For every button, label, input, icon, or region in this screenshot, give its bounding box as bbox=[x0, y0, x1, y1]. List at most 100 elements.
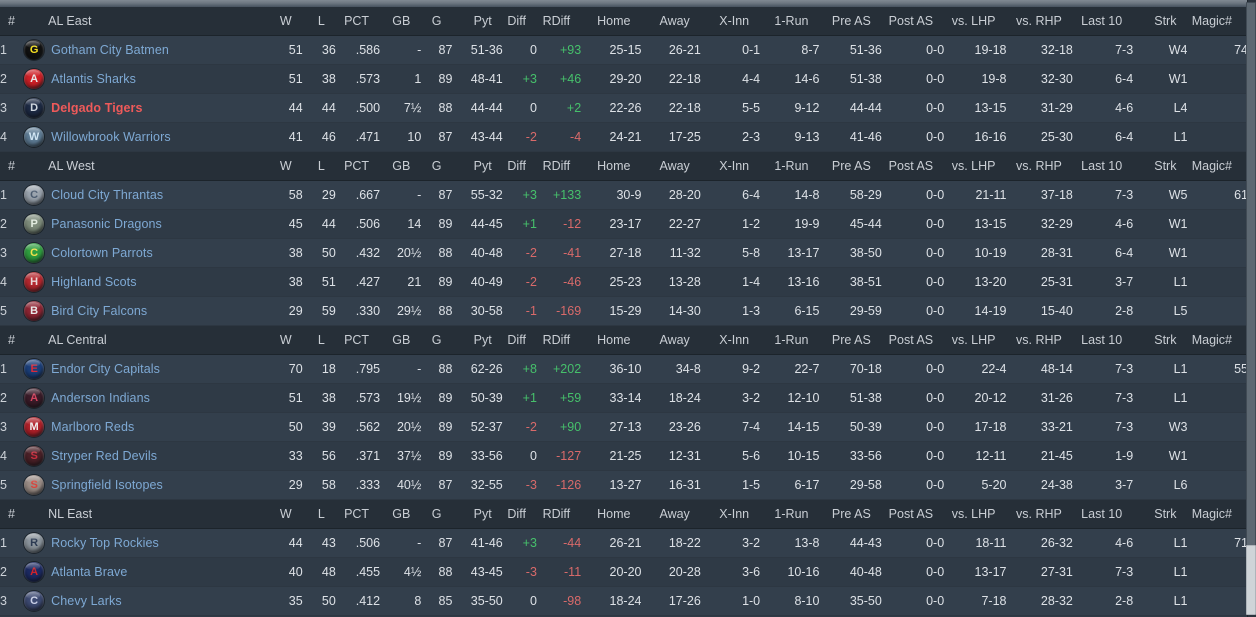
team-logo-mark: C bbox=[30, 247, 39, 259]
team-logo: C bbox=[24, 243, 45, 263]
table-row[interactable]: 3 M Marlboro Reds 50 39.562 20½ 89 52-37 -2 +90 27… bbox=[0, 412, 1248, 442]
vertical-scrollbar-track[interactable] bbox=[1246, 0, 1256, 617]
team-cell[interactable]: C Chevy Larks bbox=[22, 586, 267, 616]
table-row[interactable]: 3 D Delgado Tigers 44 44.500 7½ 88 44-44 0 +2 22-2… bbox=[0, 93, 1248, 123]
table-row[interactable]: 4 W Willowbrook Warriors 41 46.471 10 87 43-44 -… bbox=[0, 122, 1248, 152]
table-row[interactable]: 1 R Rocky Top Rockies 44 43.506-87 41-46 +3 -44… bbox=[0, 528, 1248, 558]
column-header-magic: Magic# bbox=[1187, 500, 1248, 529]
cell-preas: 32-57 bbox=[819, 615, 882, 617]
cell-pyt: 48-41 bbox=[452, 64, 503, 94]
team-cell[interactable]: S Springfield Isotopes bbox=[22, 470, 267, 500]
table-row[interactable]: 1 G Gotham City Batmen 51 36.586-87 51-36 0 +93… bbox=[0, 35, 1248, 65]
table-row[interactable]: 3 C Colortown Parrots 38 50.432 20½ 88 40-48 -2 -… bbox=[0, 238, 1248, 268]
table-row[interactable]: 2 A Anderson Indians 51 38.573 19½ 89 50-39 +1 +5… bbox=[0, 383, 1248, 413]
table-row[interactable]: 1 E Endor City Capitals 70 18.795-88 62-26 +8 +… bbox=[0, 354, 1248, 384]
team-cell[interactable]: W Willowbrook Warriors bbox=[22, 122, 267, 152]
cell-g: 85 bbox=[421, 586, 453, 616]
team-name-link[interactable]: Bird City Falcons bbox=[51, 304, 148, 318]
value-rdiff: -98 bbox=[563, 594, 582, 608]
team-name-link[interactable]: Chevy Larks bbox=[51, 594, 122, 608]
division-table-al-west: # AL West W L PCT GB G Pyt Diff RDiff Home Away X-In… bbox=[0, 152, 1248, 326]
table-row[interactable]: 2 P Panasonic Dragons 45 44.506 14 89 44-45 +1 -1… bbox=[0, 209, 1248, 239]
cell-gb: 7½ bbox=[380, 93, 422, 123]
cell-gb: - bbox=[380, 354, 422, 384]
team-cell[interactable]: P Panasonic Dragons bbox=[22, 209, 267, 239]
cell-strk: L5 bbox=[1133, 296, 1188, 326]
table-row[interactable]: 2 A Atlantis Sharks 51 38.573 1 89 48-41 +3 +46 29… bbox=[0, 64, 1248, 94]
value-rdiff: +59 bbox=[559, 391, 582, 405]
cell-pyt: 43-45 bbox=[452, 557, 503, 587]
team-cell[interactable]: R Rocky Top Rockies bbox=[22, 528, 267, 558]
cell-diff: +8 bbox=[502, 354, 537, 384]
team-logo-mark: P bbox=[30, 218, 38, 230]
team-name-link[interactable]: Panasonic Dragons bbox=[51, 217, 162, 231]
cell-run1: 22-7 bbox=[760, 354, 820, 384]
team-cell[interactable]: M Marlboro Reds bbox=[22, 412, 267, 442]
cell-diff: +3 bbox=[502, 64, 537, 94]
team-name-link[interactable]: Cloud City Thrantas bbox=[51, 188, 164, 202]
team-cell[interactable]: H Highland Scots bbox=[22, 267, 267, 297]
division-header-row: # AL West W L PCT GB G Pyt Diff RDiff Home Away X-In… bbox=[0, 152, 1248, 181]
value-rdiff: -169 bbox=[556, 304, 582, 318]
table-row[interactable]: 2 A Atlanta Brave 40 48.455 4½ 88 43-45 -3 -11 20-… bbox=[0, 557, 1248, 587]
column-header-gb: GB bbox=[380, 7, 422, 36]
team-cell[interactable]: E Endor City Capitals bbox=[22, 354, 267, 384]
team-cell[interactable]: D Delgado Tigers bbox=[22, 93, 267, 123]
column-header-rdiff: RDiff bbox=[536, 7, 582, 36]
team-name-link[interactable]: Atlanta Brave bbox=[51, 565, 128, 579]
team-name-link[interactable]: Gotham City Batmen bbox=[51, 43, 169, 57]
team-name-link[interactable]: Willowbrook Warriors bbox=[51, 130, 171, 144]
cell-magic bbox=[1187, 64, 1248, 94]
table-row[interactable]: 4AAlderaan Royals3257.360138936-53-4-971… bbox=[0, 615, 1248, 617]
team-name-link[interactable]: Springfield Isotopes bbox=[51, 478, 163, 492]
team-name-link[interactable]: Delgado Tigers bbox=[51, 101, 143, 115]
team-logo-mark: H bbox=[30, 276, 39, 288]
table-row[interactable]: 4 H Highland Scots 38 51.427 21 89 40-49 -2 -46 25… bbox=[0, 267, 1248, 297]
team-cell[interactable]: G Gotham City Batmen bbox=[22, 35, 267, 65]
team-name-link[interactable]: Colortown Parrots bbox=[51, 246, 153, 260]
cell-run1: 10-16 bbox=[760, 557, 820, 587]
team-cell[interactable]: C Colortown Parrots bbox=[22, 238, 267, 268]
team-cell[interactable]: S Stryper Red Devils bbox=[22, 441, 267, 471]
cell-xinn: 4-4 bbox=[700, 64, 761, 94]
team-cell[interactable]: B Bird City Falcons bbox=[22, 296, 267, 326]
table-row[interactable]: 4 S Stryper Red Devils 33 56.371 37½ 89 33-56 0-… bbox=[0, 441, 1248, 471]
table-row[interactable]: 5 B Bird City Falcons 29 59.330 29½ 88 30-58 -1 -… bbox=[0, 296, 1248, 326]
cell-pct: .795 bbox=[335, 354, 381, 384]
cell-gb: 4½ bbox=[380, 557, 422, 587]
table-row[interactable]: 3 C Chevy Larks 35 50.412 8 85 35-50 0 -98 18-24 17… bbox=[0, 586, 1248, 616]
team-cell[interactable]: A Atlanta Brave bbox=[22, 557, 267, 587]
team-cell[interactable]: AAlderaan Royals bbox=[22, 615, 267, 617]
cell-run1: 13-17 bbox=[760, 238, 820, 268]
team-name-link[interactable]: Endor City Capitals bbox=[51, 362, 160, 376]
cell-magic bbox=[1187, 470, 1248, 500]
team-name-link[interactable]: Stryper Red Devils bbox=[51, 449, 158, 463]
team-cell[interactable]: A Anderson Indians bbox=[22, 383, 267, 413]
cell-pct: .333 bbox=[335, 470, 381, 500]
cell-strk: L6 bbox=[1133, 470, 1188, 500]
team-cell[interactable]: C Cloud City Thrantas bbox=[22, 180, 267, 210]
cell-w: 58 bbox=[266, 180, 303, 210]
cell-rhp: 31-29 bbox=[1006, 93, 1073, 123]
team-name-link[interactable]: Highland Scots bbox=[51, 275, 137, 289]
cell-lhp: 13-15 bbox=[944, 209, 1007, 239]
cell-pyt: 32-55 bbox=[452, 470, 503, 500]
vertical-scrollbar-thumb[interactable] bbox=[1246, 2, 1256, 564]
column-header-last10: Last 10 bbox=[1072, 152, 1134, 181]
team-name-link[interactable]: Rocky Top Rockies bbox=[51, 536, 159, 550]
vertical-scrollbar-thumb-lower[interactable] bbox=[1246, 545, 1256, 615]
cell-postas: 0-0 bbox=[881, 122, 945, 152]
table-row[interactable]: 5 S Springfield Isotopes 29 58.333 40½ 87 32-55… bbox=[0, 470, 1248, 500]
value-diff: +3 bbox=[522, 536, 537, 550]
team-cell[interactable]: A Atlantis Sharks bbox=[22, 64, 267, 94]
team-name-link[interactable]: Marlboro Reds bbox=[51, 420, 135, 434]
team-name-link[interactable]: Atlantis Sharks bbox=[51, 72, 136, 86]
column-header-xinn: X-Inn bbox=[700, 500, 761, 529]
cell-postas: 0-0 bbox=[881, 64, 945, 94]
team-cell-content: C Chevy Larks bbox=[22, 587, 266, 615]
table-row[interactable]: 1 C Cloud City Thrantas 58 29.667-87 55-32 +3 +… bbox=[0, 180, 1248, 210]
cell-pyt: 35-50 bbox=[452, 586, 503, 616]
team-name-link[interactable]: Anderson Indians bbox=[51, 391, 150, 405]
cell-rdiff: +133 bbox=[536, 180, 582, 210]
